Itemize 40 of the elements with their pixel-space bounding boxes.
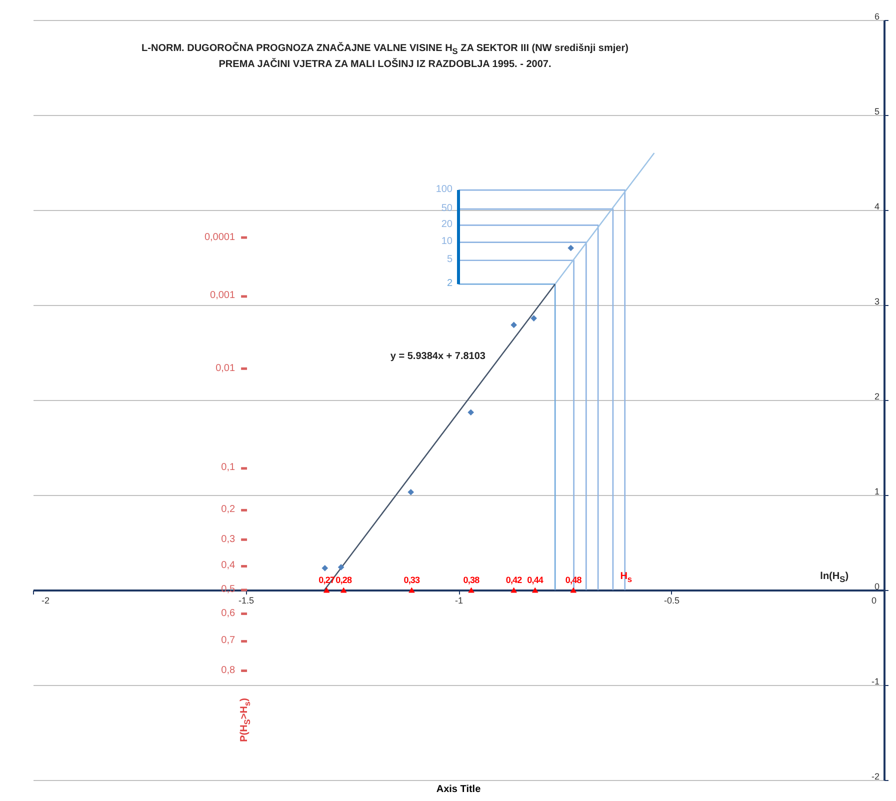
annotation: 5 bbox=[446, 254, 452, 266]
annotation: 100 bbox=[436, 184, 452, 196]
annotation: y = 5.9384x + 7.8103 bbox=[390, 350, 486, 363]
annotation: 0,38 bbox=[463, 574, 480, 586]
annotation: 0,0001 bbox=[204, 232, 236, 244]
annotation: 2 bbox=[446, 278, 452, 290]
annotation: ln(H$_{S}$) bbox=[820, 571, 849, 585]
x-axis-title: Axis Title bbox=[436, 784, 481, 796]
annotation: 0,6 bbox=[221, 608, 236, 620]
text: L-NORM. DUGOROČNA PROGNOZA ZNAČAJNE VALNE VISINE H$_{S}$ ZA SEKTOR III (NW središnji smjer) bbox=[140, 42, 630, 58]
annotation: 0,01 bbox=[216, 362, 236, 375]
y-tick-label: 5 bbox=[874, 106, 880, 116]
y-tick-label: 2 bbox=[874, 392, 880, 402]
y-tick-label: 6 bbox=[874, 12, 880, 22]
x-tick-label: -1.5 bbox=[238, 596, 254, 606]
y-tick-label: -2 bbox=[871, 772, 880, 782]
annotation: 0,44 bbox=[527, 574, 544, 586]
y-tick-label: 1 bbox=[874, 486, 880, 496]
annotation: 10 bbox=[441, 236, 452, 248]
y-tick-label: -1 bbox=[871, 676, 880, 686]
annotation: 0,48 bbox=[565, 574, 582, 586]
annotation: 0,42 bbox=[506, 574, 522, 586]
x-tick-label: -2 bbox=[42, 596, 50, 606]
annotation: 0,8 bbox=[221, 664, 236, 677]
annotation: 20 bbox=[441, 219, 452, 232]
annotation: H$_{s}$ bbox=[620, 571, 632, 585]
annotation: 0,3 bbox=[221, 534, 236, 546]
annotation: 0,4 bbox=[221, 560, 236, 572]
x-tick-label: -1 bbox=[454, 596, 464, 606]
annotation: 0,2 bbox=[221, 504, 236, 516]
annotation: 0,001 bbox=[210, 290, 236, 302]
x-tick-label: -0.5 bbox=[664, 596, 680, 606]
annotation: 0,1 bbox=[221, 462, 236, 474]
annotation: 0,28 bbox=[336, 574, 352, 586]
annotation: 0,33 bbox=[404, 574, 420, 586]
text: PREMA JAČINI VJETRA ZA MALI LOŠINJ IZ RAZDOBLJA 1995. - 2007. bbox=[218, 58, 552, 71]
y-tick-label: 4 bbox=[874, 202, 880, 212]
y-tick-label: 0 bbox=[874, 582, 880, 592]
y-tick-label: 3 bbox=[874, 296, 880, 306]
annotation: 0,7 bbox=[221, 635, 236, 648]
